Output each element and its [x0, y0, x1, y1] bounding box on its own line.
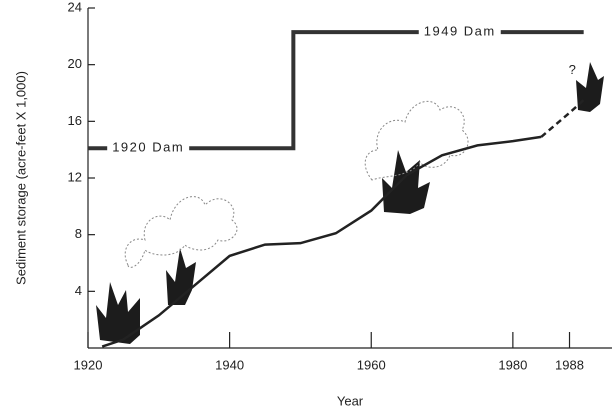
- series-line: [540, 99, 585, 138]
- x-axis-label: Year: [337, 393, 364, 408]
- x-tick-label: 1940: [215, 357, 244, 372]
- x-tick-label: 1980: [498, 357, 527, 372]
- decoration: [124, 100, 469, 268]
- y-tick-label: 20: [68, 56, 82, 71]
- y-tick-label: 12: [68, 169, 82, 184]
- y-tick-label: 16: [68, 113, 82, 128]
- annotation: ?: [569, 62, 578, 77]
- y-tick-label: 8: [75, 226, 82, 241]
- decoration: [96, 62, 604, 344]
- series-line: [88, 30, 584, 151]
- annotation-background: [563, 60, 583, 78]
- x-tick-label: 1988: [555, 357, 584, 372]
- annotation-background: [107, 138, 190, 156]
- annotation: 1949 Dam: [424, 24, 496, 39]
- annotation: 1920 Dam: [112, 140, 184, 155]
- x-tick-label: 1960: [357, 357, 386, 372]
- y-axis-label: Sediment storage (acre-feet X 1,000): [13, 71, 28, 285]
- series-line: [101, 135, 542, 348]
- y-tick-label: 4: [75, 283, 82, 298]
- x-tick-label: 1920: [74, 357, 103, 372]
- annotation-background: [418, 22, 501, 40]
- y-tick-label: 24: [68, 0, 82, 14]
